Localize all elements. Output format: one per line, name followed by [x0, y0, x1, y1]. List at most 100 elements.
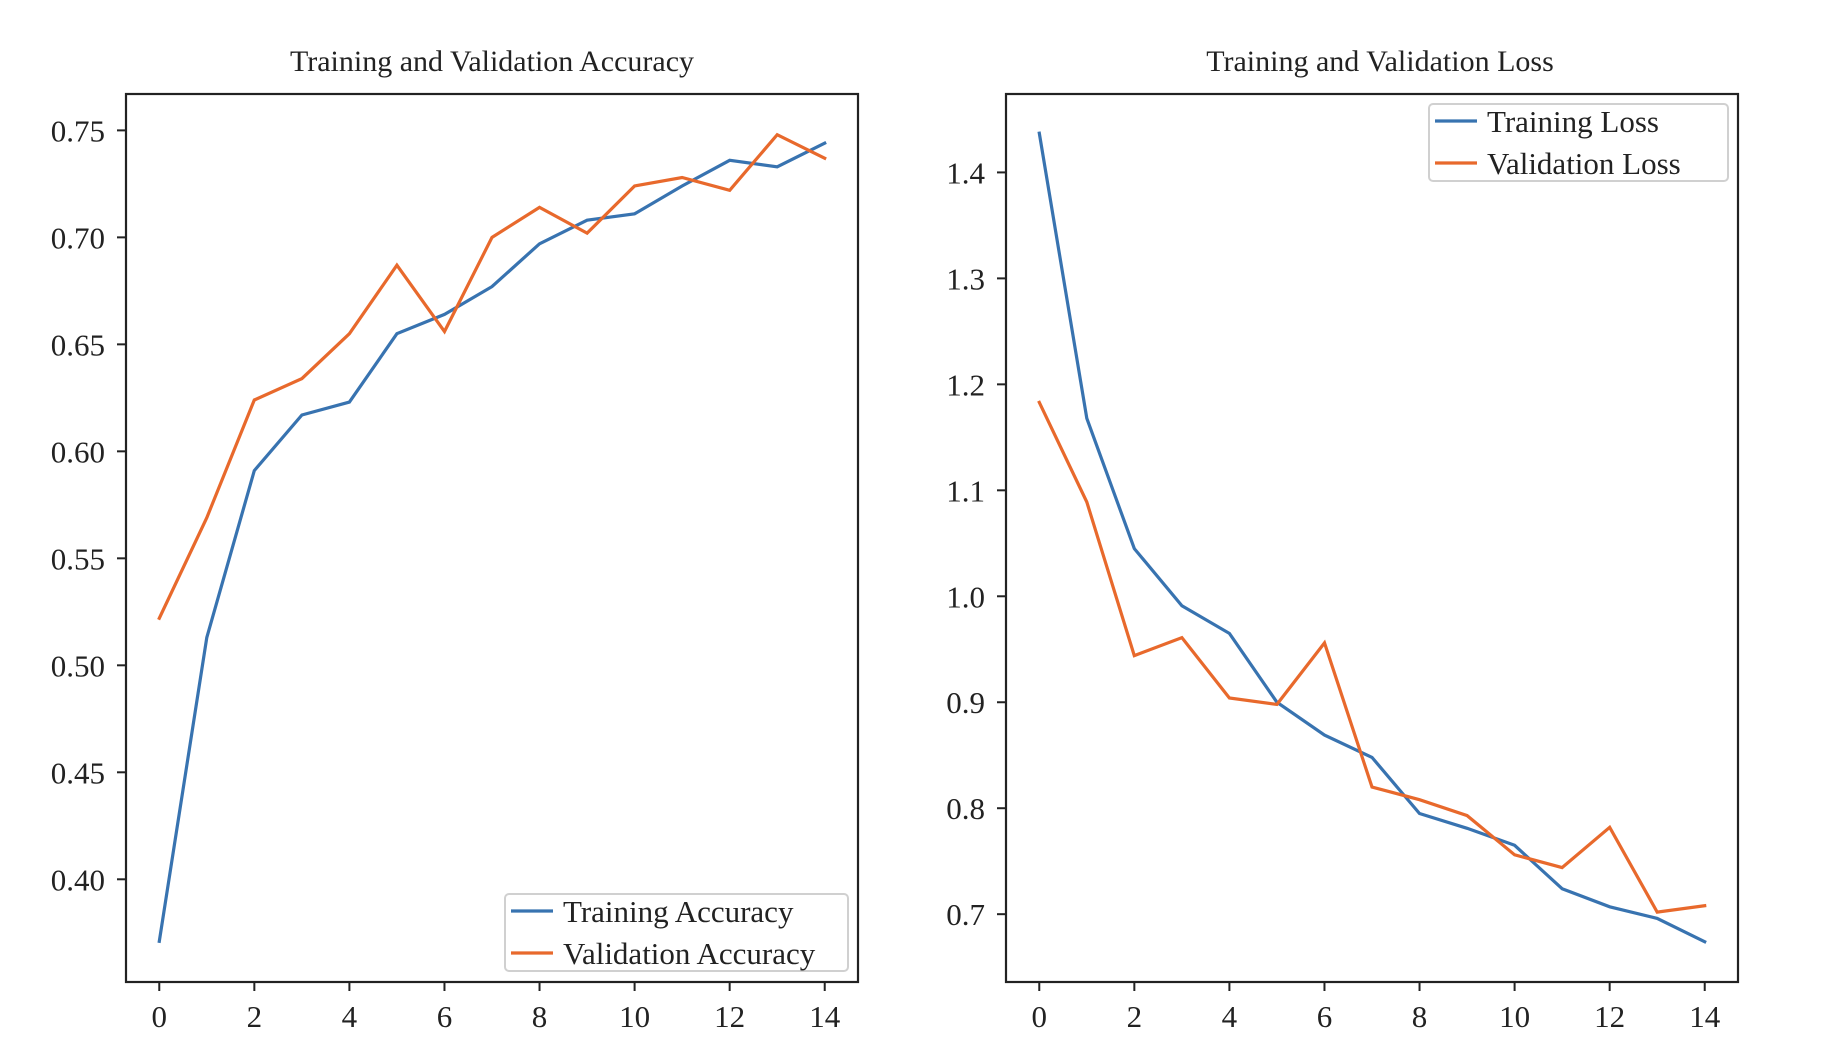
loss-x-tick-label: 12: [1594, 999, 1625, 1034]
loss-series-training-point: [1418, 812, 1421, 815]
accuracy-chart: Training and Validation Accuracy 0.40 0.4…: [51, 45, 860, 1034]
accuracy-legend-box: [504, 893, 849, 972]
loss-legend-box: [1428, 103, 1729, 182]
loss-series-validation-point: [1561, 866, 1564, 869]
loss-y-tick-label: 0.9: [946, 685, 985, 720]
accuracy-series-training-point: [728, 159, 731, 162]
accuracy-series-training-point: [776, 165, 779, 168]
accuracy-y-tick-label: 0.45: [51, 755, 105, 790]
accuracy-y-tick-label: 0.70: [51, 220, 105, 255]
loss-series-training-point: [1323, 734, 1326, 737]
accuracy-y-tick-label: 0.75: [51, 113, 105, 148]
loss-series-training-point: [1466, 827, 1469, 830]
accuracy-series-training-point: [300, 413, 303, 416]
accuracy-series-training-point: [681, 185, 684, 188]
accuracy-series-validation-point: [776, 133, 779, 136]
accuracy-x-tick-label: 6: [437, 999, 453, 1034]
accuracy-x-tick-label: 4: [342, 999, 358, 1034]
accuracy-series-training-point: [491, 285, 494, 288]
accuracy-x-tick-label: 10: [619, 999, 650, 1034]
loss-series-training-point: [1085, 417, 1088, 420]
accuracy-series-training-line: [157, 141, 827, 944]
loss-x-tick-label: 10: [1499, 999, 1530, 1034]
accuracy-series-validation-point: [538, 206, 541, 209]
loss-series-validation-point: [1323, 641, 1326, 644]
loss-series-validation-line: [1037, 400, 1707, 914]
loss-series-validation-point: [1371, 786, 1374, 789]
loss-y-tick-label: 1.2: [946, 367, 985, 402]
accuracy-series-validation-point: [586, 232, 589, 235]
loss-series-validation-point: [1228, 697, 1231, 700]
accuracy-series-validation-point: [253, 398, 256, 401]
loss-x-tick-label: 0: [1032, 999, 1048, 1034]
accuracy-chart-title: Training and Validation Accuracy: [290, 45, 694, 78]
loss-series-training-point: [1561, 887, 1564, 890]
accuracy-series-training-point: [158, 940, 161, 943]
loss-chart-title: Training and Validation Loss: [1206, 45, 1554, 78]
loss-x-tick-label: 2: [1127, 999, 1143, 1034]
accuracy-x-tick-label: 2: [247, 999, 263, 1034]
accuracy-y-tick-label: 0.40: [51, 862, 105, 897]
loss-series-training-point: [1608, 905, 1611, 908]
loss-x-tick-label: 14: [1689, 999, 1721, 1034]
loss-x-tick-label: 4: [1222, 999, 1238, 1034]
accuracy-series-validation-point: [681, 176, 684, 179]
accuracy-x-tick-label: 0: [152, 999, 168, 1034]
accuracy-legend-label-validation: Validation Accuracy: [563, 936, 816, 971]
accuracy-legend-label-training: Training Accuracy: [563, 894, 794, 929]
accuracy-y-tick-label: 0.65: [51, 327, 105, 362]
loss-series-validation-point: [1038, 401, 1041, 404]
loss-legend-label-training: Training Loss: [1487, 104, 1659, 139]
loss-series-validation-point: [1703, 904, 1706, 907]
accuracy-series-validation-point: [300, 377, 303, 380]
accuracy-plot-frame: [124, 92, 860, 984]
accuracy-series-validation-point: [491, 236, 494, 239]
accuracy-series-validation-point: [395, 264, 398, 267]
loss-series-validation-point: [1275, 703, 1278, 706]
loss-legend-label-validation: Validation Loss: [1487, 146, 1681, 181]
loss-series-validation-point: [1656, 911, 1659, 914]
accuracy-x-tick-label: 14: [809, 999, 841, 1034]
loss-series-training-point: [1371, 756, 1374, 759]
accuracy-series-validation-point: [443, 330, 446, 333]
loss-series-training-point: [1656, 917, 1659, 920]
loss-series-training-point: [1180, 604, 1183, 607]
accuracy-series-training-point: [823, 142, 826, 145]
accuracy-y-tick-label: 0.55: [51, 541, 105, 576]
loss-series-validation-point: [1133, 654, 1136, 657]
accuracy-legend: Training Accuracy Validation Accuracy: [504, 893, 849, 972]
loss-series-validation-point: [1466, 814, 1469, 817]
accuracy-series-training-point: [443, 313, 446, 316]
loss-series-validation-point: [1085, 500, 1088, 503]
accuracy-x-tick-label: 8: [532, 999, 548, 1034]
accuracy-series-validation-point: [728, 189, 731, 192]
accuracy-series-training-point: [348, 401, 351, 404]
loss-y-tick-label: 1.4: [946, 155, 985, 190]
accuracy-series-validation-point: [205, 516, 208, 519]
loss-y-tick-label: 1.0: [946, 579, 985, 614]
loss-series-training-point: [1133, 547, 1136, 550]
accuracy-x-tick-label: 12: [714, 999, 745, 1034]
accuracy-series-training-point: [633, 212, 636, 215]
loss-x-tick-label: 6: [1317, 999, 1333, 1034]
loss-series-training-line: [1037, 131, 1707, 944]
loss-chart: Training and Validation Loss 0.7 0.8 0.9 1.…: [946, 45, 1740, 1034]
accuracy-series-training-point: [395, 332, 398, 335]
accuracy-series-training-point: [538, 242, 541, 245]
accuracy-series-validation-point: [823, 157, 826, 160]
loss-y-tick-label: 0.7: [946, 897, 985, 932]
loss-series-training-point: [1038, 132, 1041, 135]
accuracy-series-validation-line: [157, 132, 827, 621]
loss-legend: Training Loss Validation Loss: [1428, 103, 1729, 182]
accuracy-series-validation-point: [348, 332, 351, 335]
accuracy-series-training-point: [253, 469, 256, 472]
accuracy-series-training-point: [205, 636, 208, 639]
loss-series-validation-point: [1180, 636, 1183, 639]
loss-plot-frame: [1004, 92, 1740, 984]
loss-y-tick-label: 0.8: [946, 791, 985, 826]
accuracy-series-validation-point: [633, 185, 636, 188]
loss-y-tick-label: 1.1: [946, 473, 985, 508]
loss-series-validation-point: [1418, 798, 1421, 801]
loss-series-validation-point: [1513, 853, 1516, 856]
